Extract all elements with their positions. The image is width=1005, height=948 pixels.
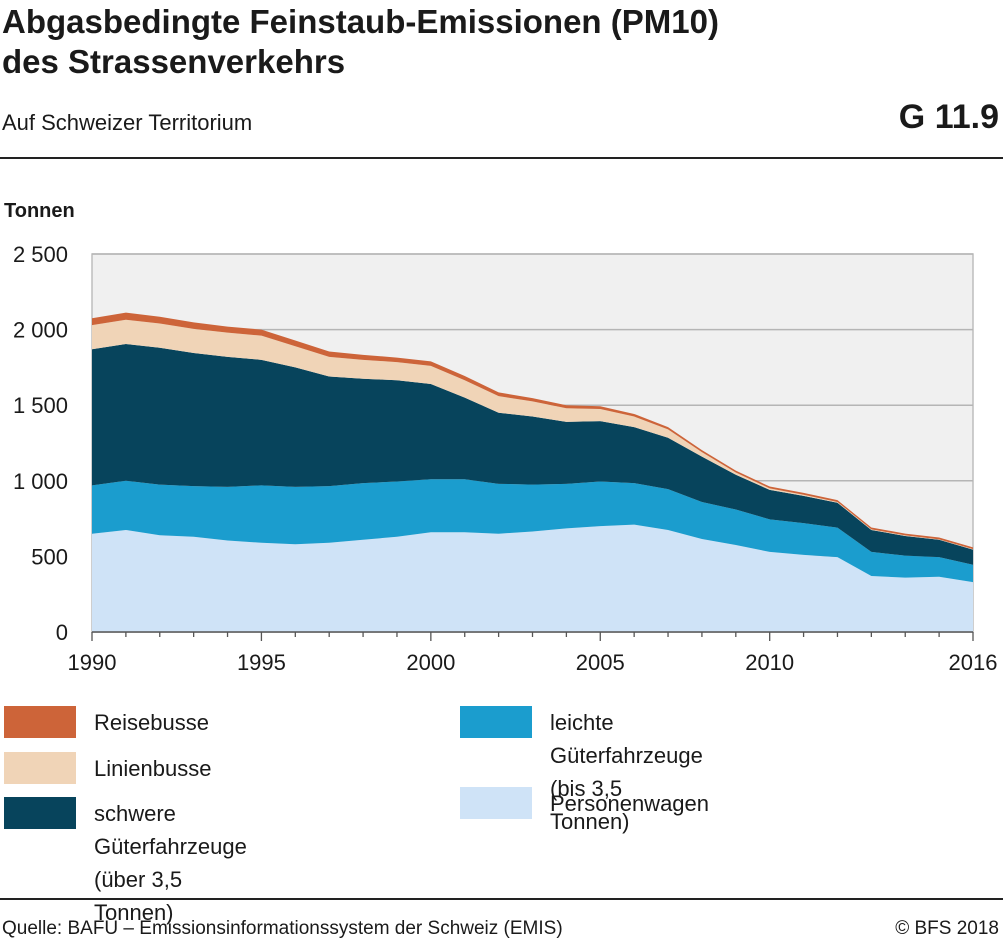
- legend-label-schwere-gueterfahrzeuge: schwere Güterfahrzeuge (über 3,5 Tonnen): [94, 801, 247, 925]
- legend-swatch-schwere-gueterfahrzeuge: [4, 797, 76, 829]
- legend-label-leichte-gueterfahrzeuge: leichte Güterfahrzeuge (bis 3,5 Tonnen): [550, 710, 703, 834]
- legend-swatch-personenwagen: [460, 787, 532, 819]
- y-axis-label: Tonnen: [4, 200, 75, 222]
- x-tick-label: 2016: [949, 650, 998, 675]
- legend-swatch-linienbusse: [4, 752, 76, 784]
- copyright: © BFS 2018: [895, 918, 999, 939]
- legend-item-schwere-gueterfahrzeuge: schwere Güterfahrzeuge (über 3,5 Tonnen): [4, 797, 247, 929]
- legend-item-linienbusse: Linienbusse: [4, 752, 211, 785]
- y-tick-label: 500: [31, 544, 68, 569]
- x-tick-label: 1995: [237, 650, 286, 675]
- y-tick-label: 2 000: [13, 318, 68, 343]
- area-schwere-gueterfahrzeuge: [92, 343, 973, 565]
- graphic-code: G 11.9: [898, 98, 999, 136]
- legend-swatch-reisebusse: [4, 706, 76, 738]
- area-chart: 0 500 1 000 1 500 2 000 2 500 1990 1995 2000 2005…: [13, 242, 998, 675]
- source-note: Quelle: BAFU – Emissionsinformationssyst…: [2, 918, 563, 939]
- y-tick-label: 0: [56, 620, 68, 645]
- chart-title: Abgasbedingte Feinstaub-Emissionen (PM10…: [2, 2, 719, 82]
- area-linienbusse: [92, 319, 973, 550]
- area-personenwagen: [92, 524, 973, 632]
- legend-label-linienbusse: Linienbusse: [94, 756, 212, 781]
- legend-item-reisebusse: Reisebusse: [4, 706, 209, 739]
- chart-title-line2: des Strassenverkehrs: [2, 43, 346, 80]
- legend-item-leichte-gueterfahrzeuge: leichte Güterfahrzeuge (bis 3,5 Tonnen): [460, 706, 703, 838]
- y-tick-label: 1 500: [13, 393, 68, 418]
- y-tick-label: 1 000: [13, 469, 68, 494]
- axes: 0 500 1 000 1 500 2 000 2 500 1990 1995 2000 2005…: [13, 242, 998, 675]
- chart-title-line1: Abgasbedingte Feinstaub-Emissionen (PM10…: [2, 3, 719, 40]
- footer-rule: [0, 898, 1003, 900]
- x-tick-label: 2005: [576, 650, 625, 675]
- area-leichte-gueterfahrzeuge: [92, 479, 973, 583]
- x-tick-label: 1990: [68, 650, 117, 675]
- chart-subtitle: Auf Schweizer Territorium: [2, 110, 253, 135]
- legend-item-personenwagen: Personenwagen: [460, 787, 709, 820]
- header-rule: [0, 157, 1003, 159]
- area-series: [92, 312, 973, 632]
- x-tick-label: 2010: [745, 650, 794, 675]
- legend-label-reisebusse: Reisebusse: [94, 710, 209, 735]
- legend-label-personenwagen: Personenwagen: [550, 791, 710, 816]
- y-tick-label: 2 500: [13, 242, 68, 267]
- x-tick-label: 2000: [406, 650, 455, 675]
- legend-swatch-leichte-gueterfahrzeuge: [460, 706, 532, 738]
